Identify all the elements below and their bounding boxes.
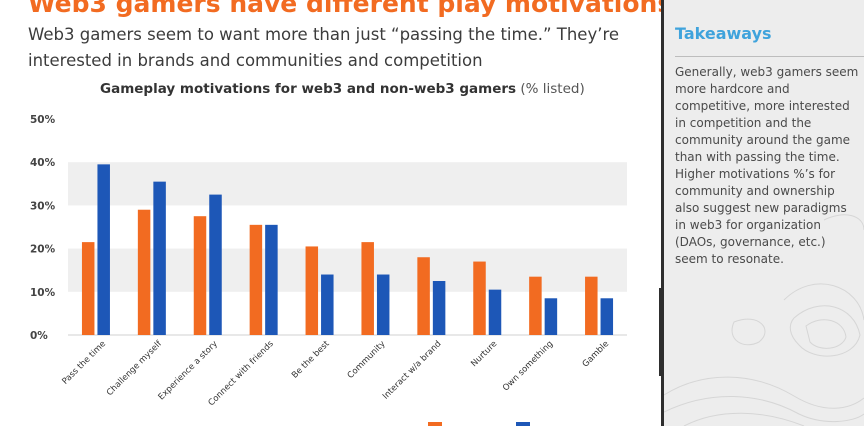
bar (529, 276, 542, 335)
grid-band (68, 162, 627, 206)
divider-handle[interactable] (659, 288, 665, 376)
bar (265, 224, 278, 335)
grid-bands (68, 162, 627, 336)
bar (544, 298, 558, 335)
x-tick-label: Pass the time (60, 339, 108, 387)
page-subhead: Web3 gamers seem to want more than just … (28, 25, 620, 70)
x-tick-label: Community (346, 339, 388, 381)
x-tick-label: Experience a story (157, 339, 220, 402)
takeaways-panel: Takeaways Generally, web3 gamers seem mo… (664, 0, 864, 426)
takeaways-title: Takeaways (675, 24, 772, 43)
bar-chart: 0% 10% 20% 30% 40% 50% Pass the timeChallenge… (30, 114, 627, 426)
bar (305, 246, 319, 335)
legend (428, 422, 530, 426)
y-tick-label: 10% (30, 287, 56, 299)
takeaways-rule (675, 56, 864, 57)
bar (137, 209, 151, 335)
y-tick-label: 0% (30, 330, 48, 342)
bar (600, 298, 614, 335)
x-tick-label: Challenge myself (105, 338, 165, 398)
bar (473, 261, 486, 335)
chart-title-unit: (% listed) (520, 81, 585, 97)
y-axis-ticks: 0% 10% 20% 30% 40% 50% (30, 114, 56, 342)
y-tick-label: 30% (30, 200, 56, 212)
bar (585, 276, 598, 335)
takeaways-body: Generally, web3 gamers seem more hardcor… (675, 65, 859, 266)
legend-swatch (428, 422, 442, 426)
x-tick-label: Interact w/a brand (381, 339, 444, 402)
bar (376, 274, 390, 335)
grid-band (68, 248, 627, 292)
page-headline: Web3 gamers have different play motivati… (28, 0, 673, 18)
legend-swatch (516, 422, 530, 426)
bar (249, 224, 263, 335)
x-tick-label: Gamble (581, 339, 611, 369)
bar (209, 194, 222, 335)
chart-title-block: Gameplay motivations for web3 and non-we… (100, 81, 620, 97)
panel-divider (661, 0, 664, 426)
bar (488, 289, 502, 335)
bar (153, 181, 166, 335)
y-tick-label: 40% (30, 157, 56, 169)
x-tick-label: Be the best (290, 339, 332, 381)
x-tick-label: Own something (501, 339, 555, 393)
bar (321, 274, 334, 335)
bar (361, 242, 374, 335)
y-tick-label: 50% (30, 114, 56, 126)
x-tick-label: Nurture (469, 339, 499, 369)
bar (193, 216, 207, 335)
bar (97, 164, 110, 335)
y-tick-label: 20% (30, 244, 56, 256)
x-tick-label: Connect with friends (207, 339, 277, 409)
chart-title: Gameplay motivations for web3 and non-we… (100, 81, 517, 97)
contour-pattern (664, 214, 864, 426)
bar (417, 257, 430, 335)
bar (432, 281, 446, 335)
chart-bars (81, 164, 614, 335)
bar (81, 242, 95, 335)
